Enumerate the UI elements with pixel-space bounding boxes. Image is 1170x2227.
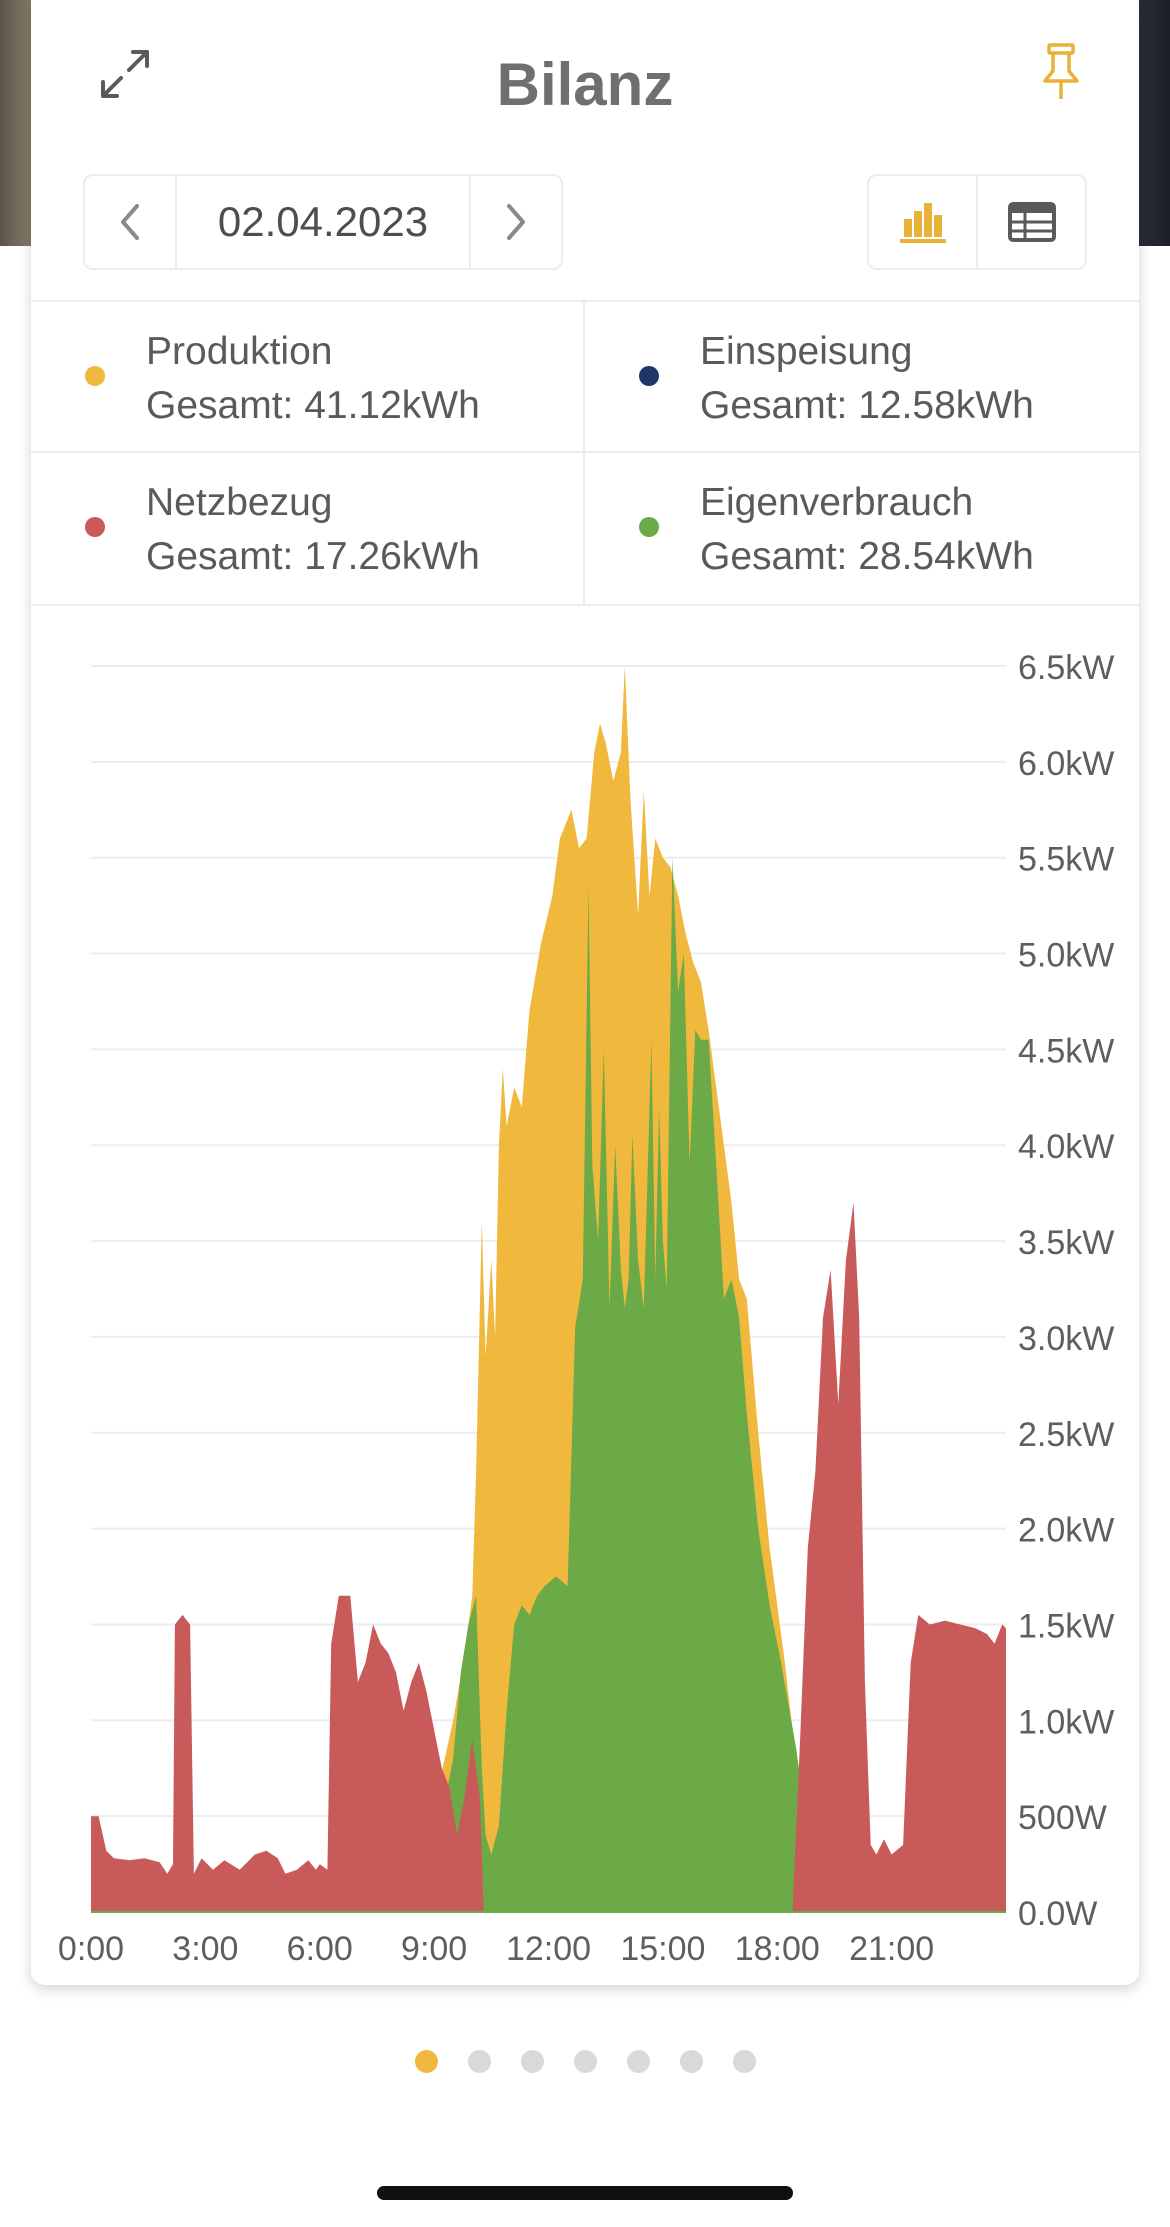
produktion-dot xyxy=(85,366,105,386)
pager-dot[interactable] xyxy=(520,2050,544,2073)
pager-dot[interactable] xyxy=(679,2050,703,2073)
pager-dot[interactable] xyxy=(467,2050,491,2073)
y-tick-label: 1.5kW xyxy=(1018,1607,1114,1645)
table-icon xyxy=(1007,202,1056,242)
x-tick-label: 21:00 xyxy=(849,1930,934,1968)
y-tick-label: 6.0kW xyxy=(1018,745,1114,783)
previous-day-button[interactable] xyxy=(85,176,175,268)
y-tick-label: 4.0kW xyxy=(1018,1128,1114,1166)
x-tick-label: 3:00 xyxy=(172,1930,238,1968)
legend-total: Gesamt: 12.58kWh xyxy=(700,384,1034,427)
chart-area: 6.5kW 6.0kW 5.5kW 5.0kW 4.5kW 4.0kW 3.5kW 3.0kW… xyxy=(31,620,1139,1980)
y-tick-label: 5.5kW xyxy=(1018,841,1114,879)
legend-name: Einspeisung xyxy=(700,330,913,373)
y-tick-label: 1.0kW xyxy=(1018,1703,1114,1741)
legend-item-netzbezug[interactable]: Netzbezug Gesamt: 17.26kWh xyxy=(31,453,585,604)
x-tick-label: 18:00 xyxy=(735,1930,820,1968)
netzbezug-dot xyxy=(85,517,105,537)
y-tick-label: 2.0kW xyxy=(1018,1512,1114,1550)
pager-dot[interactable] xyxy=(573,2050,597,2073)
series-area-produktion xyxy=(91,666,1006,1912)
x-tick-label: 12:00 xyxy=(506,1930,591,1968)
legend-name: Netzbezug xyxy=(146,481,333,524)
legend-total: Gesamt: 28.54kWh xyxy=(700,535,1034,578)
date-picker: 02.04.2023 xyxy=(83,174,563,270)
table-view-button[interactable] xyxy=(976,176,1085,268)
einspeisung-dot xyxy=(639,366,659,386)
next-day-button[interactable] xyxy=(471,176,561,268)
legend-item-eigenverbrauch[interactable]: Eigenverbrauch Gesamt: 28.54kWh xyxy=(585,453,1139,604)
page-title: Bilanz xyxy=(496,51,674,118)
pushpin-icon[interactable] xyxy=(1026,36,1096,106)
home-indicator xyxy=(377,2186,793,2200)
chevron-right-icon xyxy=(507,204,525,240)
y-tick-label: 6.5kW xyxy=(1018,649,1114,687)
eigenverbrauch-dot xyxy=(639,517,659,537)
y-tick-label: 0.0W xyxy=(1018,1895,1097,1933)
y-tick-label: 3.0kW xyxy=(1018,1320,1114,1358)
legend-total: Gesamt: 17.26kWh xyxy=(146,535,480,578)
pager-dot[interactable] xyxy=(732,2050,756,2073)
y-tick-label: 4.5kW xyxy=(1018,1032,1114,1070)
series-area-netzbezug xyxy=(91,1202,1006,1912)
legend-total: Gesamt: 41.12kWh xyxy=(146,384,480,427)
x-tick-label: 15:00 xyxy=(620,1930,705,1968)
y-tick-label: 2.5kW xyxy=(1018,1416,1114,1454)
legend-name: Eigenverbrauch xyxy=(700,481,974,524)
legend-name: Produktion xyxy=(146,330,333,373)
expand-arrows-icon[interactable] xyxy=(89,38,161,110)
x-tick-label: 0:00 xyxy=(58,1930,124,1968)
selected-date[interactable]: 02.04.2023 xyxy=(175,176,471,268)
bar-chart-icon xyxy=(899,203,946,243)
pager-dot[interactable] xyxy=(414,2050,438,2073)
bilanz-card: Bilanz 02.04.2023 xyxy=(31,0,1139,1985)
pager-dot[interactable] xyxy=(626,2050,650,2073)
chart-view-button[interactable] xyxy=(869,176,976,268)
y-tick-label: 3.5kW xyxy=(1018,1224,1114,1262)
page-indicator xyxy=(0,2050,1170,2073)
chevron-left-icon xyxy=(121,204,139,240)
y-tick-label: 5.0kW xyxy=(1018,937,1114,975)
view-toggle xyxy=(867,174,1087,270)
power-chart[interactable]: 6.5kW 6.0kW 5.5kW 5.0kW 4.5kW 4.0kW 3.5kW 3.0kW… xyxy=(31,620,1139,1980)
x-tick-label: 9:00 xyxy=(401,1930,467,1968)
legend-item-einspeisung[interactable]: Einspeisung Gesamt: 12.58kWh xyxy=(585,302,1139,453)
legend-item-produktion[interactable]: Produktion Gesamt: 41.12kWh xyxy=(31,302,585,453)
series-area-eigenverbrauch xyxy=(91,857,1006,1913)
legend: Produktion Gesamt: 41.12kWh Einspeisung … xyxy=(31,300,1139,606)
x-tick-label: 6:00 xyxy=(287,1930,353,1968)
y-tick-label: 500W xyxy=(1018,1799,1107,1837)
